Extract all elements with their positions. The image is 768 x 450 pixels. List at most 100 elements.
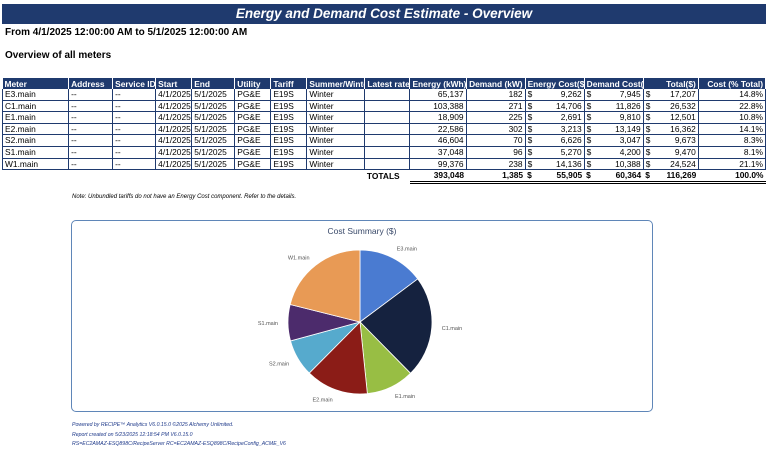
money-value: 3,047 xyxy=(619,135,641,146)
currency-symbol: $ xyxy=(527,112,533,123)
utility-cell: PG&E xyxy=(234,158,272,171)
money-value: 60,364 xyxy=(615,170,642,181)
unbundled-note: Note: Unbundled tariffs do not have an E… xyxy=(72,194,297,200)
demand-cost-cell: $9,810 xyxy=(583,111,644,124)
table-row: C1.main -- -- 4/1/2025 5/1/2025 PG&E E19S Winte… xyxy=(1,100,767,113)
pct-cell: 10.8% xyxy=(697,111,767,124)
col-header: Summer/Winter xyxy=(306,78,366,89)
col-header: Start xyxy=(155,78,193,89)
totals-row: TOTALS 393,048 1,385 $55,905 $60,364 $116,269… xyxy=(3,169,766,184)
total-cell: $17,207 xyxy=(642,89,699,101)
total-energy-cost: $55,905 xyxy=(525,169,585,184)
empty-cell xyxy=(307,170,365,183)
col-header: Service ID xyxy=(112,78,157,89)
empty-cell xyxy=(69,170,113,183)
money-value: 14,136 xyxy=(556,158,582,169)
pie-label: E1.main xyxy=(395,394,415,400)
demand-cost-cell: $7,945 xyxy=(583,89,644,101)
total-cell: $16,362 xyxy=(642,123,699,136)
tariff-cell: E19S xyxy=(270,89,308,101)
energy-cost-cell: $14,706 xyxy=(524,100,585,113)
empty-cell xyxy=(235,170,271,183)
empty-cell xyxy=(113,170,156,183)
utility-cell: PG&E xyxy=(234,123,272,136)
currency-symbol: $ xyxy=(527,146,533,157)
overview-heading: Overview of all meters xyxy=(5,50,112,61)
service-id-cell: -- xyxy=(112,123,157,136)
col-header: Address xyxy=(68,78,114,89)
demand-cell: 302 xyxy=(465,123,526,136)
money-value: 9,673 xyxy=(674,135,696,146)
pie-slice-W1-main xyxy=(289,249,361,323)
demand-cost-cell: $11,826 xyxy=(583,100,644,113)
currency-symbol: $ xyxy=(586,146,592,157)
footer-powered-by: Powered by RECIPE™ Analytics V6.0.15.0 ©… xyxy=(72,422,234,428)
pie-label: W1.main xyxy=(288,255,310,261)
season-cell: Winter xyxy=(306,146,366,159)
col-header: Utility xyxy=(234,78,272,89)
table-row: S2.main -- -- 4/1/2025 5/1/2025 PG&E E19S Winte… xyxy=(1,134,767,147)
currency-symbol: $ xyxy=(645,89,651,99)
pct-cell: 21.1% xyxy=(697,158,767,171)
latest-rate-cell xyxy=(364,111,411,124)
money-value: 10,388 xyxy=(615,158,641,169)
currency-symbol: $ xyxy=(645,112,651,123)
money-value: 2,691 xyxy=(560,112,582,123)
pie-slice-E3-main xyxy=(359,249,419,323)
money-value: 9,810 xyxy=(619,112,641,123)
pct-cell: 14.8% xyxy=(697,89,767,101)
total-pct: 100.0% xyxy=(698,169,766,184)
table-row: E1.main -- -- 4/1/2025 5/1/2025 PG&E E19S Winte… xyxy=(1,111,767,124)
energy-cost-cell: $2,691 xyxy=(524,111,585,124)
col-header: Energy Cost($) xyxy=(525,78,585,89)
demand-cost-cell: $4,200 xyxy=(583,146,644,159)
service-id-cell: -- xyxy=(112,100,157,113)
currency-symbol: $ xyxy=(645,158,651,169)
currency-symbol: $ xyxy=(645,135,651,146)
season-cell: Winter xyxy=(306,123,366,136)
empty-cell xyxy=(271,170,307,183)
empty-cell xyxy=(3,170,69,183)
service-id-cell: -- xyxy=(112,134,157,147)
total-energy: 393,048 xyxy=(409,169,467,184)
money-value: 3,213 xyxy=(560,123,582,134)
demand-cell: 96 xyxy=(465,146,526,159)
col-header: Demand (kW) xyxy=(466,78,526,89)
total-cell: $26,532 xyxy=(642,100,699,113)
demand-cell: 225 xyxy=(465,111,526,124)
col-header: Meter xyxy=(2,78,70,89)
start-cell: 4/1/2025 xyxy=(155,89,193,101)
footer-created-on: Report created on 5/23/2025 12:18:54 PM … xyxy=(72,432,193,438)
season-cell: Winter xyxy=(306,158,366,171)
currency-symbol: $ xyxy=(645,100,651,111)
start-cell: 4/1/2025 xyxy=(155,146,193,159)
energy-cell: 99,376 xyxy=(409,158,467,171)
season-cell: Winter xyxy=(306,100,366,113)
money-value: 26,532 xyxy=(670,100,696,111)
pie-chart: E3.main C1.main E1.main E2.main S2.main S1.ma… xyxy=(258,247,462,404)
currency-symbol: $ xyxy=(527,89,533,99)
energy-cost-cell: $14,136 xyxy=(524,158,585,171)
money-value: 16,362 xyxy=(670,123,696,134)
money-value: 9,470 xyxy=(674,146,696,157)
date-range: From 4/1/2025 12:00:00 AM to 5/1/2025 12… xyxy=(5,27,248,38)
currency-symbol: $ xyxy=(527,123,533,134)
col-header: Total($) xyxy=(643,78,699,89)
money-value: 55,905 xyxy=(556,170,583,181)
total-cell: $9,673 xyxy=(642,134,699,147)
meter-cell: E2.main xyxy=(1,123,70,136)
grand-total: $116,269 xyxy=(643,169,699,184)
currency-symbol: $ xyxy=(586,158,592,169)
start-cell: 4/1/2025 xyxy=(155,158,193,171)
latest-rate-cell xyxy=(364,146,411,159)
address-cell: -- xyxy=(68,111,114,124)
end-cell: 5/1/2025 xyxy=(191,158,236,171)
meter-cell: E3.main xyxy=(1,89,70,101)
col-header: Demand Cost($) xyxy=(584,78,644,89)
utility-cell: PG&E xyxy=(234,89,272,101)
empty-cell xyxy=(156,170,192,183)
meter-cell: S2.main xyxy=(1,134,70,147)
demand-cost-cell: $13,149 xyxy=(583,123,644,136)
chart-title: Cost Summary ($) xyxy=(327,226,397,236)
report-title: Energy and Demand Cost Estimate - Overvi… xyxy=(2,4,766,24)
